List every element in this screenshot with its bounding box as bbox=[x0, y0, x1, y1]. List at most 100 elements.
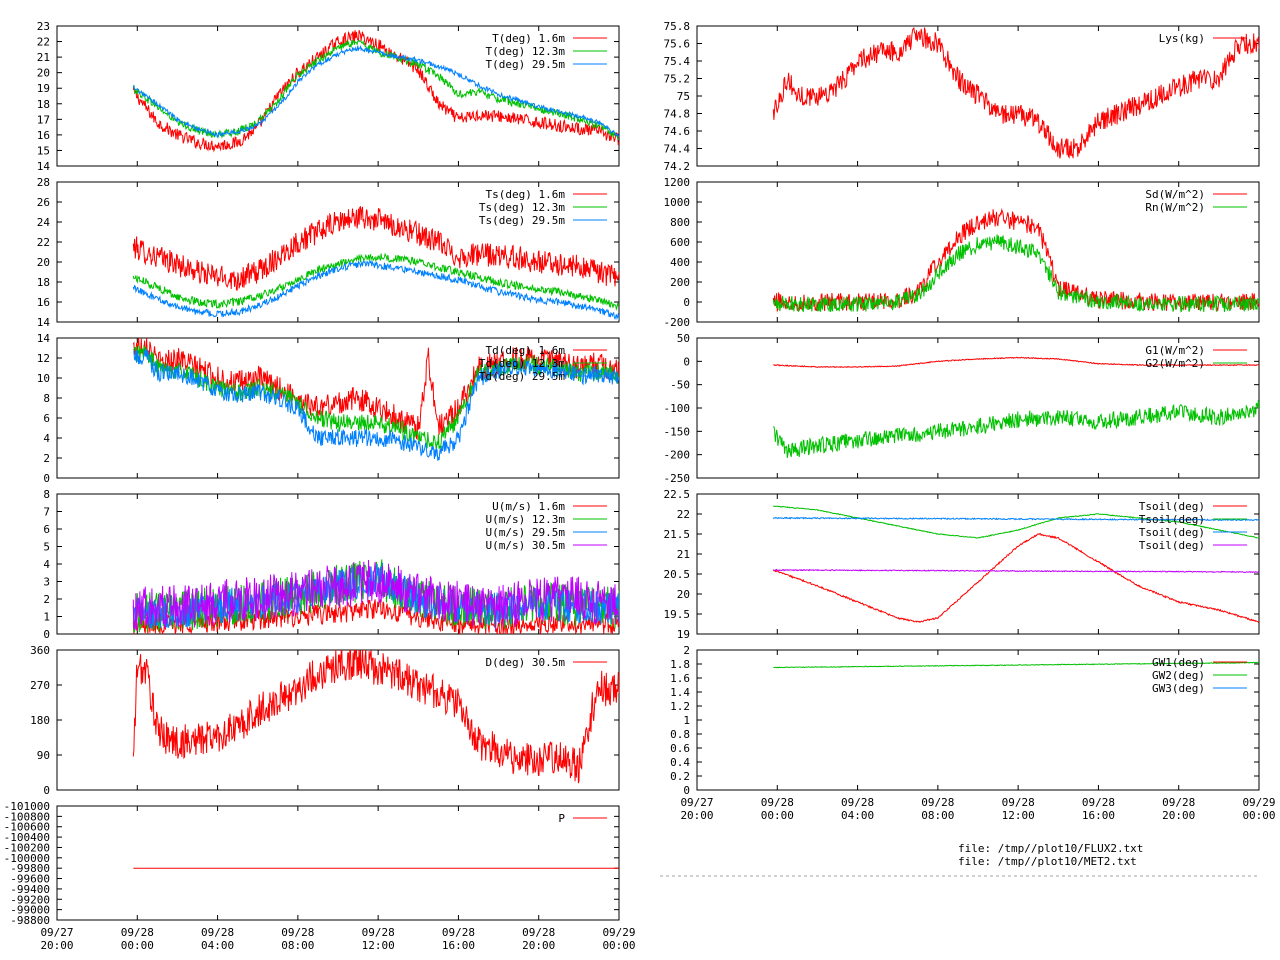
y-tick-label: 22 bbox=[677, 508, 690, 521]
y-tick-label: 180 bbox=[30, 714, 50, 727]
y-tick-label: -200 bbox=[664, 449, 691, 462]
y-tick-label: 4 bbox=[43, 432, 50, 445]
y-tick-label: 14 bbox=[37, 316, 51, 329]
y-tick-label: 18 bbox=[37, 98, 50, 111]
x-date-label: 09/28 bbox=[522, 926, 555, 939]
y-tick-label: 19.5 bbox=[664, 608, 691, 621]
y-tick-label: 22 bbox=[37, 36, 50, 49]
series-line-soil-flux-0 bbox=[773, 356, 1259, 369]
y-tick-label: -98800 bbox=[10, 914, 50, 927]
y-tick-label: 17 bbox=[37, 113, 50, 126]
series-line-ground-water-1 bbox=[773, 661, 1259, 669]
legend-label: Tsoil(deg) bbox=[1139, 500, 1205, 513]
series-line-radiation-0 bbox=[772, 208, 1259, 313]
legend-label: Lys(kg) bbox=[1159, 32, 1205, 45]
y-tick-label: 3 bbox=[43, 576, 50, 589]
legend-label: T(deg) 12.3m bbox=[486, 45, 566, 58]
y-tick-label: 600 bbox=[670, 236, 690, 249]
legend-label: U(m/s) 1.6m bbox=[492, 500, 565, 513]
x-date-label: 09/28 bbox=[281, 926, 314, 939]
legend-label: Ts(deg) 12.3m bbox=[479, 201, 565, 214]
plot-frame bbox=[56, 337, 620, 479]
y-tick-label: 1.4 bbox=[670, 686, 690, 699]
panel-ground-water: 21.81.61.41.210.80.60.40.20 GW1(deg)GW2(d… bbox=[670, 644, 1260, 797]
y-tick-label: 1.2 bbox=[670, 700, 690, 713]
x-time-label: 20:00 bbox=[680, 809, 713, 822]
x-time-label: 00:00 bbox=[121, 939, 154, 952]
x-date-label: 09/28 bbox=[442, 926, 475, 939]
file-info-line-2: file: /tmp//plot10/MET2.txt bbox=[958, 855, 1137, 868]
y-tick-label: 19 bbox=[37, 82, 50, 95]
y-tick-label: 24 bbox=[37, 216, 51, 229]
legend-label: G2(W/m^2) bbox=[1145, 357, 1205, 370]
y-tick-label: 4 bbox=[43, 558, 50, 571]
y-tick-label: 22 bbox=[37, 236, 50, 249]
series-line-lysimeter-0 bbox=[772, 27, 1259, 159]
legend-label: D(deg) 30.5m bbox=[486, 656, 566, 669]
panel-soil-flux: 50 0 -50 -100 -150 -200 -250 G1(W/m^2)G2(W/m^2) bbox=[664, 332, 1260, 485]
legend-label: Td(deg) 12.3m bbox=[479, 357, 565, 370]
x-time-label: 12:00 bbox=[362, 939, 395, 952]
series-line-air-temp-1 bbox=[132, 39, 619, 141]
y-tick-label: 1.6 bbox=[670, 672, 690, 685]
legend-label: G1(W/m^2) bbox=[1145, 344, 1205, 357]
y-tick-label: 16 bbox=[37, 129, 50, 142]
y-tick-label: 90 bbox=[37, 749, 50, 762]
y-tick-label: 0 bbox=[43, 472, 50, 485]
y-tick-label: 75 bbox=[677, 90, 690, 103]
legend-label: Tsoil(deg) bbox=[1139, 526, 1205, 539]
x-date-label: 09/28 bbox=[921, 796, 954, 809]
panel-pressure: -101000-100800-100600-100400-100200-1000… bbox=[4, 800, 620, 927]
legend-label: GW3(deg) bbox=[1152, 682, 1205, 695]
y-tick-label: 0 bbox=[43, 784, 50, 797]
y-tick-label: -101000 bbox=[4, 800, 50, 813]
legend-label: U(m/s) 12.3m bbox=[486, 513, 566, 526]
y-tick-label: 8 bbox=[43, 392, 50, 405]
y-tick-label: 5 bbox=[43, 541, 50, 554]
panel-air-temp: 23 22 21 20 19 18 17 16 15 14 T(deg) 1.6mT(deg) 12… bbox=[37, 20, 620, 173]
x-time-label: 12:00 bbox=[1002, 809, 1035, 822]
y-tick-label: 7 bbox=[43, 506, 50, 519]
x-date-label: 09/29 bbox=[602, 926, 635, 939]
y-tick-label: 75.8 bbox=[664, 20, 691, 33]
y-tick-label: 2 bbox=[43, 593, 50, 606]
y-tick-label: 74.2 bbox=[664, 160, 691, 173]
x-time-label: 20:00 bbox=[1162, 809, 1195, 822]
y-tick-label: 1000 bbox=[664, 196, 691, 209]
y-tick-label: 20 bbox=[37, 67, 50, 80]
y-tick-label: -99400 bbox=[10, 883, 50, 896]
x-date-label: 09/28 bbox=[1082, 796, 1115, 809]
y-tick-label: 20 bbox=[677, 588, 690, 601]
y-tick-label: 21 bbox=[677, 548, 690, 561]
x-time-label: 16:00 bbox=[442, 939, 475, 952]
x-time-label: 00:00 bbox=[761, 809, 794, 822]
x-time-label: 16:00 bbox=[1082, 809, 1115, 822]
series-line-soil-temp-0 bbox=[772, 533, 1259, 624]
x-time-label: 04:00 bbox=[841, 809, 874, 822]
y-tick-label: 18 bbox=[37, 276, 50, 289]
time-axis-right: 09/2720:0009/2800:0009/2804:0009/2808:00… bbox=[680, 796, 1275, 822]
series-line-soil-temp-3 bbox=[772, 568, 1259, 573]
plot-frame bbox=[56, 25, 620, 167]
legend-label: Tsoil(deg) bbox=[1139, 513, 1205, 526]
legend-label: P bbox=[558, 812, 565, 825]
x-time-label: 00:00 bbox=[1242, 809, 1275, 822]
y-tick-label: 800 bbox=[670, 216, 690, 229]
y-tick-label: 8 bbox=[43, 488, 50, 501]
panel-wind-speed: 8 7 6 5 4 3 2 1 0 U(m/s) 1.6mU(m/s) 12.3mU(m/s) 2… bbox=[43, 488, 620, 641]
file-info-line-1: file: /tmp//plot10/FLUX2.txt bbox=[958, 842, 1143, 855]
x-time-label: 04:00 bbox=[201, 939, 234, 952]
y-tick-label: -100400 bbox=[4, 831, 50, 844]
y-tick-label: 200 bbox=[670, 276, 690, 289]
x-time-label: 20:00 bbox=[40, 939, 73, 952]
panel-soil-temp: 22.52221.52120.52019.519Tsoil(deg)Tsoil(… bbox=[664, 488, 1260, 641]
series-line-wind-direction-0 bbox=[132, 650, 619, 784]
series-line-soil-flux-1 bbox=[772, 399, 1259, 459]
series-line-soil-temp-1 bbox=[772, 505, 1259, 539]
x-time-label: 08:00 bbox=[281, 939, 314, 952]
legend-label: T(deg) 29.5m bbox=[486, 58, 566, 71]
legend-label: Rn(W/m^2) bbox=[1145, 201, 1205, 214]
y-tick-label: 0 bbox=[43, 628, 50, 641]
